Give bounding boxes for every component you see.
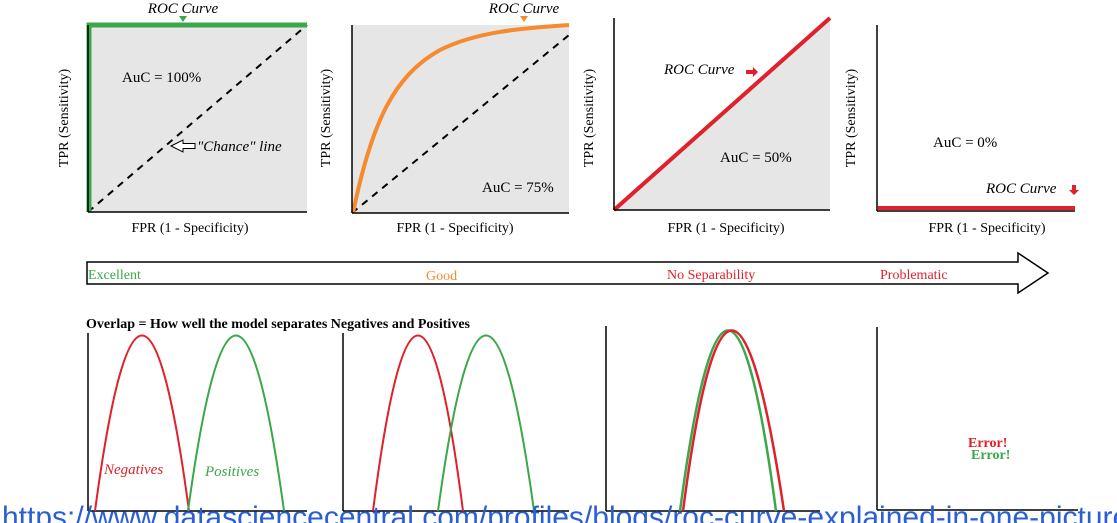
positives-label: Positives <box>204 464 259 480</box>
arrow-left-icon <box>169 139 196 153</box>
curve-label: ROC Curve <box>488 1 560 17</box>
curve-label: ROC Curve <box>663 62 735 78</box>
curve-pointer-icon <box>520 16 528 22</box>
y-axis-label: TPR (Sensitivity) <box>57 68 72 167</box>
distribution-panel-no-separability <box>605 326 820 512</box>
arrow-right-icon <box>746 67 758 77</box>
negatives-curve <box>94 334 190 512</box>
auc-label: AuC = 50% <box>720 150 792 166</box>
y-axis-label: TPR (Sensitivity) <box>844 68 859 167</box>
auc-area <box>352 25 569 213</box>
positives-curve <box>678 329 778 512</box>
x-axis-label: FPR (1 - Specificity) <box>667 221 784 236</box>
roc-curve <box>86 22 307 212</box>
auc-label: AuC = 100% <box>122 70 201 86</box>
negatives-label: Negatives <box>103 462 163 478</box>
source-link[interactable]: https://www.datasciencecentral.com/profi… <box>2 501 1117 523</box>
distribution-panel-excellent: Negatives Positives <box>87 333 307 512</box>
roc-panel-excellent: ROC Curve AuC = 100% "Chance" line TPR (… <box>57 1 308 236</box>
x-axis-label: FPR (1 - Specificity) <box>131 221 248 236</box>
x-axis-label: FPR (1 - Specificity) <box>928 221 1045 236</box>
roc-panel-good: ROC Curve AuC = 75% TPR (Sensitivity) FP… <box>319 1 570 236</box>
negatives-curve <box>681 329 786 512</box>
roc-panel-problematic: AuC = 0% ROC Curve TPR (Sensitivity) FPR… <box>844 25 1079 236</box>
error-label-negatives: Error! <box>968 436 1007 451</box>
curve-label: ROC Curve <box>985 181 1057 197</box>
distribution-panel-good <box>342 333 569 512</box>
positives-curve <box>437 334 535 512</box>
curve-pointer-icon <box>179 16 187 22</box>
scale-label-excellent: Excellent <box>88 268 141 283</box>
quality-scale: Excellent Good No Separability Problemat… <box>86 251 1050 295</box>
negatives-curve <box>372 334 464 512</box>
scale-label-problematic: Problematic <box>880 268 948 283</box>
auc-label: AuC = 75% <box>482 180 554 196</box>
distribution-panel-problematic: Error! Error! <box>876 327 1078 511</box>
curve-label: ROC Curve <box>147 1 219 17</box>
roc-curve <box>612 16 832 212</box>
scale-arrow <box>86 251 1050 295</box>
y-axis-label: TPR (Sensitivity) <box>582 68 597 167</box>
y-axis-label: TPR (Sensitivity) <box>319 68 334 167</box>
scale-label-good: Good <box>426 269 457 284</box>
chance-label: "Chance" line <box>197 139 282 155</box>
overlap-title: Overlap = How well the model separates N… <box>86 317 471 332</box>
auc-label: AuC = 0% <box>933 135 997 151</box>
chance-line <box>87 24 308 213</box>
positives-curve <box>187 334 285 512</box>
x-axis-label: FPR (1 - Specificity) <box>396 221 513 236</box>
roc-curve <box>351 23 570 214</box>
arrow-down-icon <box>1069 185 1079 195</box>
error-label-positives: Error! <box>971 448 1010 463</box>
scale-label-no-separability: No Separability <box>667 268 755 283</box>
roc-panel-no-separability: ROC Curve AuC = 50% TPR (Sensitivity) FP… <box>582 16 832 236</box>
